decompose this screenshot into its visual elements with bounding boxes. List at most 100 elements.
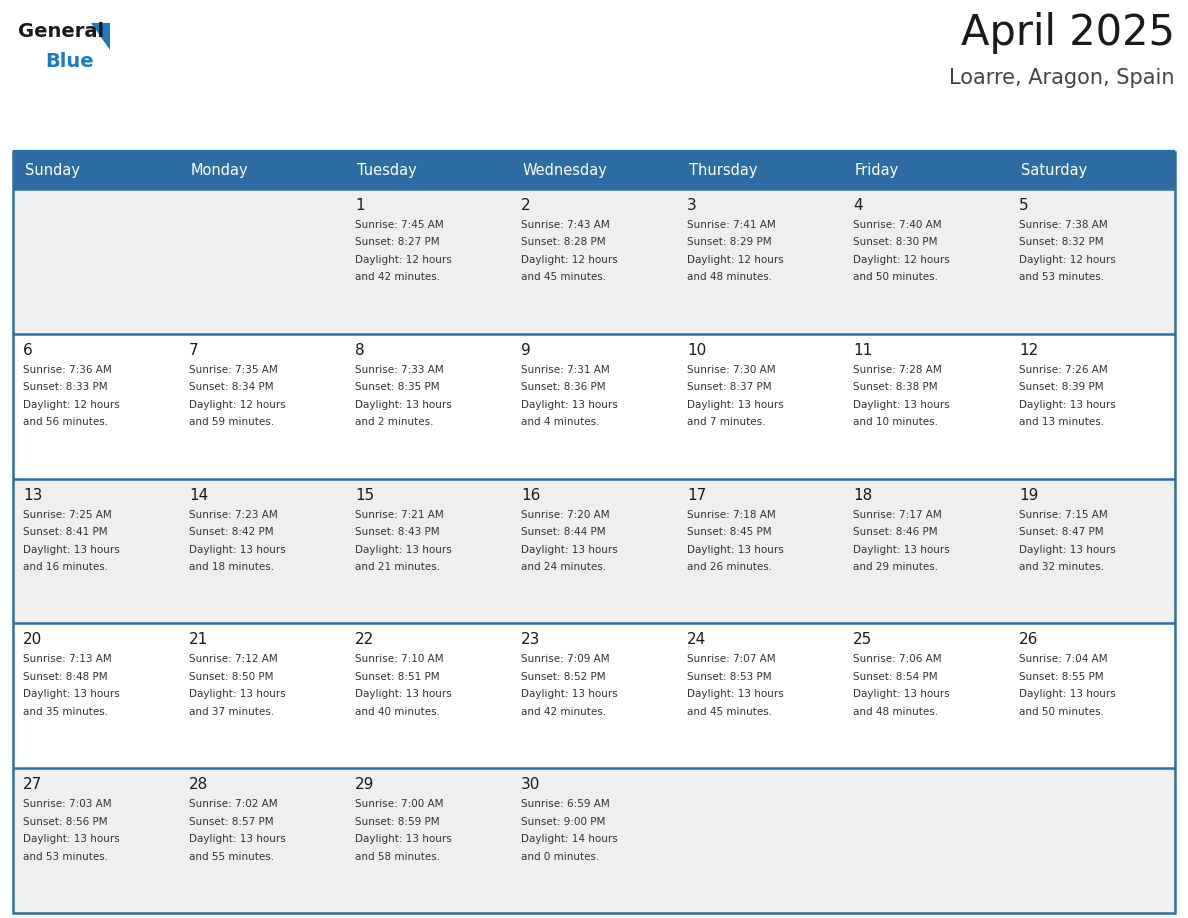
Text: and 37 minutes.: and 37 minutes. — [189, 707, 274, 717]
Text: 4: 4 — [853, 198, 862, 213]
Bar — [13, 768, 1175, 913]
Text: 24: 24 — [687, 633, 706, 647]
Text: 22: 22 — [355, 633, 374, 647]
Text: Daylight: 13 hours: Daylight: 13 hours — [355, 544, 451, 554]
Text: 19: 19 — [1019, 487, 1038, 502]
Text: Sunrise: 7:02 AM: Sunrise: 7:02 AM — [189, 800, 278, 809]
Text: Daylight: 12 hours: Daylight: 12 hours — [853, 255, 949, 265]
Text: 25: 25 — [853, 633, 872, 647]
Text: 11: 11 — [853, 342, 872, 358]
Text: Sunset: 8:44 PM: Sunset: 8:44 PM — [522, 527, 606, 537]
Text: Tuesday: Tuesday — [358, 163, 417, 178]
Bar — [13, 189, 1175, 334]
Text: 12: 12 — [1019, 342, 1038, 358]
Text: Sunrise: 7:21 AM: Sunrise: 7:21 AM — [355, 509, 444, 520]
Text: Sunrise: 7:20 AM: Sunrise: 7:20 AM — [522, 509, 609, 520]
Text: Sunrise: 7:35 AM: Sunrise: 7:35 AM — [189, 364, 278, 375]
Text: Daylight: 13 hours: Daylight: 13 hours — [355, 689, 451, 700]
Text: 13: 13 — [23, 487, 43, 502]
Text: Daylight: 13 hours: Daylight: 13 hours — [189, 689, 286, 700]
Text: Sunset: 8:42 PM: Sunset: 8:42 PM — [189, 527, 273, 537]
Polygon shape — [91, 23, 110, 50]
Text: Sunrise: 7:09 AM: Sunrise: 7:09 AM — [522, 655, 609, 665]
Text: Daylight: 13 hours: Daylight: 13 hours — [853, 544, 949, 554]
Text: Thursday: Thursday — [689, 163, 758, 178]
Text: Sunrise: 7:28 AM: Sunrise: 7:28 AM — [853, 364, 942, 375]
Text: Daylight: 13 hours: Daylight: 13 hours — [23, 544, 120, 554]
Text: Sunset: 8:43 PM: Sunset: 8:43 PM — [355, 527, 440, 537]
Text: 3: 3 — [687, 198, 696, 213]
Text: 10: 10 — [687, 342, 706, 358]
Text: 29: 29 — [355, 778, 374, 792]
Text: Sunset: 8:28 PM: Sunset: 8:28 PM — [522, 238, 606, 248]
Text: and 21 minutes.: and 21 minutes. — [355, 562, 440, 572]
Text: Sunrise: 6:59 AM: Sunrise: 6:59 AM — [522, 800, 609, 809]
Text: and 10 minutes.: and 10 minutes. — [853, 418, 939, 427]
Text: Sunset: 8:47 PM: Sunset: 8:47 PM — [1019, 527, 1104, 537]
Text: Daylight: 12 hours: Daylight: 12 hours — [522, 255, 618, 265]
Text: 16: 16 — [522, 487, 541, 502]
Text: Sunset: 8:51 PM: Sunset: 8:51 PM — [355, 672, 440, 682]
Text: and 42 minutes.: and 42 minutes. — [355, 273, 440, 283]
Text: Sunset: 8:46 PM: Sunset: 8:46 PM — [853, 527, 937, 537]
Text: Sunrise: 7:10 AM: Sunrise: 7:10 AM — [355, 655, 443, 665]
Bar — [13, 623, 1175, 768]
Text: Daylight: 13 hours: Daylight: 13 hours — [23, 834, 120, 845]
Text: and 59 minutes.: and 59 minutes. — [189, 418, 274, 427]
Text: Sunrise: 7:23 AM: Sunrise: 7:23 AM — [189, 509, 278, 520]
Text: Sunrise: 7:12 AM: Sunrise: 7:12 AM — [189, 655, 278, 665]
Text: 26: 26 — [1019, 633, 1038, 647]
Text: Sunset: 8:39 PM: Sunset: 8:39 PM — [1019, 382, 1104, 392]
Text: Sunset: 8:41 PM: Sunset: 8:41 PM — [23, 527, 108, 537]
Text: Daylight: 13 hours: Daylight: 13 hours — [853, 689, 949, 700]
Text: Daylight: 13 hours: Daylight: 13 hours — [687, 689, 784, 700]
Text: 7: 7 — [189, 342, 198, 358]
Text: Sunrise: 7:43 AM: Sunrise: 7:43 AM — [522, 220, 609, 230]
Text: and 53 minutes.: and 53 minutes. — [1019, 273, 1104, 283]
Text: Daylight: 14 hours: Daylight: 14 hours — [522, 834, 618, 845]
Text: Sunrise: 7:33 AM: Sunrise: 7:33 AM — [355, 364, 444, 375]
Text: Sunrise: 7:41 AM: Sunrise: 7:41 AM — [687, 220, 776, 230]
Text: April 2025: April 2025 — [961, 12, 1175, 54]
Text: Wednesday: Wednesday — [523, 163, 608, 178]
Text: and 0 minutes.: and 0 minutes. — [522, 852, 600, 862]
Text: Daylight: 13 hours: Daylight: 13 hours — [189, 544, 286, 554]
Text: 20: 20 — [23, 633, 43, 647]
Text: Daylight: 12 hours: Daylight: 12 hours — [687, 255, 784, 265]
Text: Sunday: Sunday — [25, 163, 80, 178]
Text: Daylight: 13 hours: Daylight: 13 hours — [355, 834, 451, 845]
Text: 21: 21 — [189, 633, 208, 647]
Text: 9: 9 — [522, 342, 531, 358]
Text: and 16 minutes.: and 16 minutes. — [23, 562, 108, 572]
Text: Sunrise: 7:31 AM: Sunrise: 7:31 AM — [522, 364, 609, 375]
Text: and 48 minutes.: and 48 minutes. — [687, 273, 772, 283]
Text: Saturday: Saturday — [1020, 163, 1087, 178]
Bar — [13, 334, 1175, 478]
Text: Sunrise: 7:04 AM: Sunrise: 7:04 AM — [1019, 655, 1107, 665]
Text: Daylight: 13 hours: Daylight: 13 hours — [1019, 544, 1116, 554]
Text: 1: 1 — [355, 198, 365, 213]
Text: 2: 2 — [522, 198, 531, 213]
Text: and 26 minutes.: and 26 minutes. — [687, 562, 772, 572]
Text: Sunset: 8:57 PM: Sunset: 8:57 PM — [189, 817, 273, 827]
Text: Friday: Friday — [855, 163, 899, 178]
Text: Sunrise: 7:06 AM: Sunrise: 7:06 AM — [853, 655, 942, 665]
Text: Sunset: 8:33 PM: Sunset: 8:33 PM — [23, 382, 108, 392]
Text: Sunrise: 7:18 AM: Sunrise: 7:18 AM — [687, 509, 776, 520]
Text: 30: 30 — [522, 778, 541, 792]
Text: Sunset: 8:59 PM: Sunset: 8:59 PM — [355, 817, 440, 827]
Text: Daylight: 13 hours: Daylight: 13 hours — [687, 400, 784, 409]
Text: Daylight: 12 hours: Daylight: 12 hours — [355, 255, 451, 265]
Text: Daylight: 12 hours: Daylight: 12 hours — [23, 400, 120, 409]
Text: Sunset: 8:35 PM: Sunset: 8:35 PM — [355, 382, 440, 392]
Text: Sunset: 8:45 PM: Sunset: 8:45 PM — [687, 527, 772, 537]
Text: and 29 minutes.: and 29 minutes. — [853, 562, 939, 572]
Text: 15: 15 — [355, 487, 374, 502]
Text: Daylight: 13 hours: Daylight: 13 hours — [687, 544, 784, 554]
Text: Sunrise: 7:17 AM: Sunrise: 7:17 AM — [853, 509, 942, 520]
Text: Sunset: 8:53 PM: Sunset: 8:53 PM — [687, 672, 772, 682]
Text: Sunrise: 7:26 AM: Sunrise: 7:26 AM — [1019, 364, 1107, 375]
Text: and 13 minutes.: and 13 minutes. — [1019, 418, 1104, 427]
Text: Sunset: 8:30 PM: Sunset: 8:30 PM — [853, 238, 937, 248]
Text: Sunrise: 7:07 AM: Sunrise: 7:07 AM — [687, 655, 776, 665]
